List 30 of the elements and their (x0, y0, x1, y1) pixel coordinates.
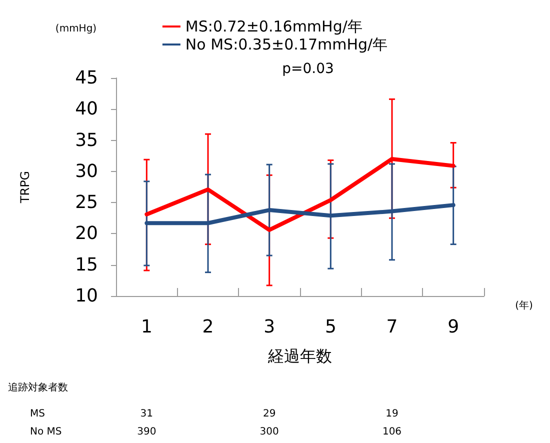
text: No MS (30, 426, 62, 438)
y-tick-label: 15 (75, 254, 98, 276)
text: 31 (140, 408, 154, 420)
y-tick-label: 20 (75, 223, 98, 244)
x-tick-label: 1 (140, 316, 152, 338)
x-tick-label: 7 (386, 316, 398, 338)
text: (年) (515, 300, 533, 312)
text: (mmHg) (55, 24, 97, 34)
text: 19 (386, 408, 398, 420)
text: 390 (137, 426, 156, 438)
legend-label: MS:0.72±0.16mmHg/年 (185, 18, 362, 36)
legend-label: No MS:0.35±0.17mmHg/年 (185, 36, 388, 54)
text: p=0.03 (282, 61, 334, 77)
text: 106 (382, 426, 402, 438)
x-axis-title: 経過年数 (267, 346, 332, 366)
text: MS (30, 408, 45, 420)
x-tick-label: 9 (448, 316, 460, 338)
text: 300 (260, 426, 279, 438)
y-tick-label: 45 (75, 68, 98, 88)
text: 追跡対象者数 (8, 382, 68, 394)
x-tick-label: 5 (324, 316, 336, 338)
x-tick-label: 2 (202, 316, 214, 338)
x-tick-label: 3 (264, 316, 276, 338)
y-tick-label: 10 (75, 286, 98, 306)
y-tick-label: 35 (75, 130, 98, 151)
text: 29 (262, 408, 276, 420)
y-tick-label: 40 (75, 98, 98, 120)
y-axis-title: TRPG (18, 170, 32, 204)
y-tick-label: 30 (75, 160, 98, 182)
y-tick-label: 25 (75, 192, 98, 214)
